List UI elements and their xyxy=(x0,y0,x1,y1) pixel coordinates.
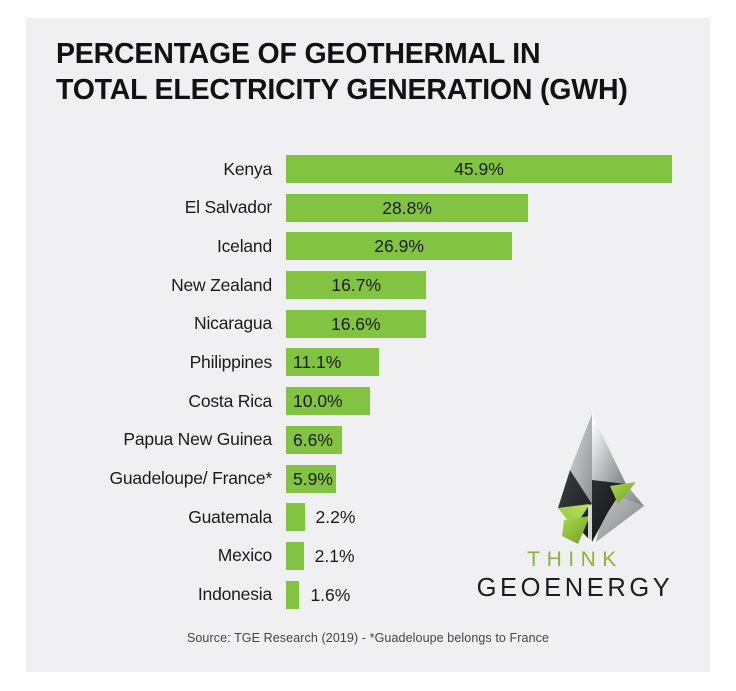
value-bar[interactable] xyxy=(286,425,342,454)
value-label: 2.2% xyxy=(315,507,356,528)
value-bar[interactable] xyxy=(286,155,672,183)
chart-row: Nicaragua 16.6% xyxy=(26,309,710,349)
logo-geoenergy-text: GEOENERGY xyxy=(476,574,674,602)
chart-row: Kenya 45.9% xyxy=(26,155,710,194)
infographic-canvas: PERCENTAGE OF GEOTHERMAL IN TOTAL ELECTR… xyxy=(26,18,710,672)
thinkgeoenergy-logo: THINK GEOENERGY xyxy=(450,408,700,618)
bar-zone: 2.2% xyxy=(286,503,375,532)
bar-zone: 1.6% xyxy=(286,580,369,609)
category-label: New Zealand xyxy=(171,274,272,295)
chart-row: Indonesia 1.6% xyxy=(26,580,710,620)
chart-row: Iceland 26.9% xyxy=(26,232,710,271)
value-label: 28.8% xyxy=(382,197,432,218)
value-bar[interactable] xyxy=(286,387,371,416)
logo-wordmark: THINK GEOENERGY xyxy=(450,547,700,604)
category-label: Nicaragua xyxy=(194,313,272,334)
value-label: 45.9% xyxy=(454,159,504,179)
chart-row: Mexico 2.1% xyxy=(26,541,710,581)
category-label: Indonesia xyxy=(197,584,272,605)
category-label: Kenya xyxy=(223,158,272,179)
chart-row: Guatemala 2.2% xyxy=(26,503,710,542)
thinkgeoenergy-logo-mark-icon xyxy=(518,408,658,548)
value-bar[interactable] xyxy=(286,271,427,300)
category-label: Guadeloupe/ France* xyxy=(109,468,272,488)
bar-zone: 16.7% xyxy=(286,271,496,300)
value-label: 10.0% xyxy=(293,391,343,412)
category-label: Costa Rica xyxy=(188,390,272,411)
value-bar[interactable] xyxy=(286,309,426,338)
value-label: 2.1% xyxy=(314,545,355,566)
chart-row: Papua New Guinea 6.6% xyxy=(26,425,710,465)
bar-zone: 16.6% xyxy=(286,309,496,338)
page-title: PERCENTAGE OF GEOTHERMAL IN TOTAL ELECTR… xyxy=(56,36,680,108)
value-label: 16.6% xyxy=(330,313,381,334)
category-label: Mexico xyxy=(217,545,272,566)
value-bar[interactable] xyxy=(286,580,300,609)
bar-zone: 26.9% xyxy=(286,232,582,261)
category-label: El Salvador xyxy=(184,197,272,218)
chart-row: Philippines 11.1% xyxy=(26,348,710,387)
title-line-1: PERCENTAGE OF GEOTHERMAL IN xyxy=(56,38,541,70)
geothermal-bar-chart: Kenya 45.9% El Salvador 28.8% Iceland 26.9% Ne… xyxy=(26,155,710,619)
bar-zone: 28.8% xyxy=(286,193,598,222)
value-bar[interactable] xyxy=(286,348,380,377)
chart-row: El Salvador 28.8% xyxy=(26,193,710,233)
bar-zone: 5.9% xyxy=(286,464,406,493)
value-label: 6.6% xyxy=(293,429,333,450)
value-bar[interactable] xyxy=(286,464,336,493)
bar-zone: 45.9% xyxy=(286,155,710,183)
category-label: Guatemala xyxy=(188,506,272,527)
value-bar[interactable] xyxy=(286,232,513,261)
category-label: Iceland xyxy=(216,235,272,256)
value-label: 11.1% xyxy=(293,352,342,373)
bar-zone: 2.1% xyxy=(286,541,374,570)
category-label: Philippines xyxy=(189,351,273,372)
logo-think-text: THINK xyxy=(527,548,623,571)
value-label: 1.6% xyxy=(310,584,351,605)
source-note: Source: TGE Research (2019) - *Guadeloup… xyxy=(186,631,550,645)
bar-zone: 10.0% xyxy=(286,387,440,416)
value-bar[interactable] xyxy=(286,541,304,570)
value-label: 16.7% xyxy=(331,275,382,296)
value-bar[interactable] xyxy=(286,193,529,222)
category-label: Papua New Guinea xyxy=(123,429,272,450)
value-bar[interactable] xyxy=(286,503,305,532)
bar-zone: 11.1% xyxy=(286,348,449,377)
value-label: 5.9% xyxy=(293,468,333,489)
chart-row: New Zealand 16.7% xyxy=(26,271,710,310)
chart-row: Costa Rica 10.0% xyxy=(26,387,710,426)
title-line-2: TOTAL ELECTRICITY GENERATION (GWH) xyxy=(56,74,628,106)
chart-row: Guadeloupe/ France* 5.9% xyxy=(26,464,710,504)
value-label: 26.9% xyxy=(374,236,424,257)
bar-zone: 6.6% xyxy=(286,425,412,454)
